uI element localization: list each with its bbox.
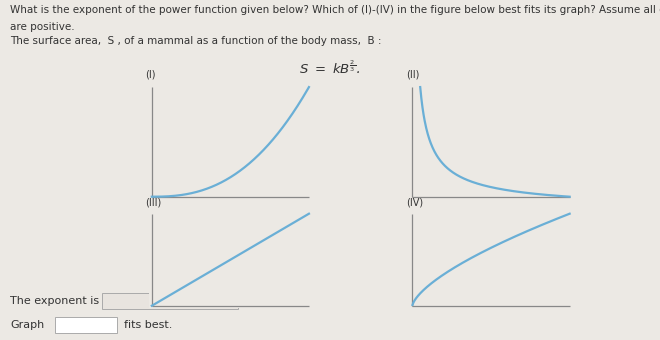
Text: .: . — [243, 296, 246, 306]
Text: fits best.: fits best. — [124, 320, 172, 330]
Text: What is the exponent of the power function given below? Which of (I)-(IV) in the: What is the exponent of the power functi… — [10, 5, 660, 15]
Text: The exponent is: The exponent is — [10, 296, 99, 306]
FancyBboxPatch shape — [102, 293, 238, 309]
Text: (IV): (IV) — [406, 198, 423, 207]
Text: Graph: Graph — [10, 320, 44, 330]
Text: are positive.: are positive. — [10, 22, 75, 32]
Text: v: v — [104, 320, 108, 329]
FancyBboxPatch shape — [55, 317, 117, 333]
Text: (II): (II) — [406, 70, 419, 80]
Text: (III): (III) — [145, 198, 162, 207]
Text: $S\ =\ kB^{\frac{2}{3}}$.: $S\ =\ kB^{\frac{2}{3}}$. — [299, 59, 361, 77]
Text: (I): (I) — [145, 70, 156, 80]
Text: The surface area,  S , of a mammal as a function of the body mass,  B :: The surface area, S , of a mammal as a f… — [10, 36, 381, 46]
